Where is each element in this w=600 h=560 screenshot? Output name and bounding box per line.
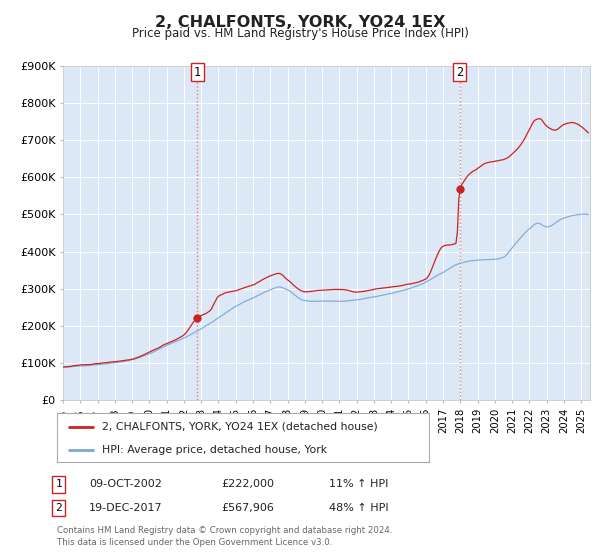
Text: £567,906: £567,906 (221, 503, 274, 513)
Text: 2, CHALFONTS, YORK, YO24 1EX (detached house): 2, CHALFONTS, YORK, YO24 1EX (detached h… (101, 422, 377, 432)
Text: 2: 2 (55, 503, 62, 513)
Text: Price paid vs. HM Land Registry's House Price Index (HPI): Price paid vs. HM Land Registry's House … (131, 27, 469, 40)
Text: 19-DEC-2017: 19-DEC-2017 (89, 503, 163, 513)
Text: £222,000: £222,000 (221, 479, 274, 489)
Text: 48% ↑ HPI: 48% ↑ HPI (329, 503, 388, 513)
Text: This data is licensed under the Open Government Licence v3.0.: This data is licensed under the Open Gov… (57, 538, 332, 547)
Text: Contains HM Land Registry data © Crown copyright and database right 2024.: Contains HM Land Registry data © Crown c… (57, 526, 392, 535)
Text: 1: 1 (55, 479, 62, 489)
Text: 1: 1 (194, 66, 201, 78)
Text: 2: 2 (456, 66, 463, 78)
Text: 11% ↑ HPI: 11% ↑ HPI (329, 479, 388, 489)
Text: HPI: Average price, detached house, York: HPI: Average price, detached house, York (101, 445, 327, 455)
Text: 2, CHALFONTS, YORK, YO24 1EX: 2, CHALFONTS, YORK, YO24 1EX (155, 15, 445, 30)
Text: 09-OCT-2002: 09-OCT-2002 (89, 479, 161, 489)
